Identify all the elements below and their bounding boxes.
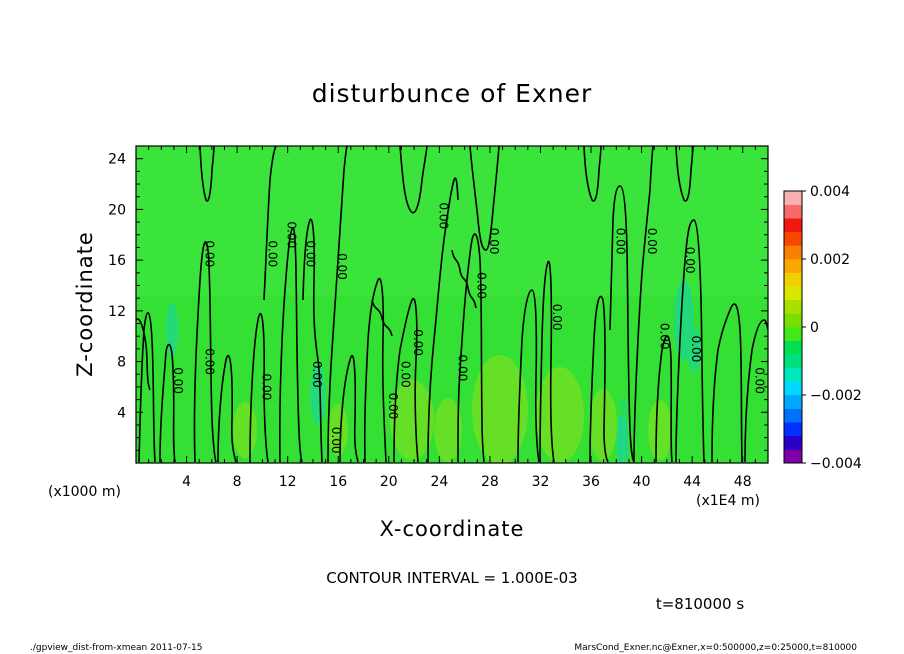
colorbar-tick-label: 0.002: [810, 252, 850, 268]
colorbar-swatch: [784, 435, 802, 450]
time-text: t=810000 s: [656, 595, 744, 613]
contour-labels: 0.00 0.00 0.00 0.00 0.00 0.00 0.00 0.00 0.00 0.00…: [171, 202, 766, 453]
colorbar-swatch: [784, 422, 802, 437]
contour-label: 0.00: [474, 272, 488, 299]
contour-interval-text: CONTOUR INTERVAL = 1.000E-03: [326, 569, 577, 587]
contour-label: 0.00: [386, 393, 400, 420]
contour-label: 0.00: [266, 240, 280, 267]
y-tick-label: 24: [108, 152, 126, 168]
contour-label: 0.00: [689, 336, 703, 363]
contour-label: 0.00: [335, 253, 349, 280]
contour-label: 0.00: [411, 329, 425, 356]
contour-label: 0.00: [398, 361, 412, 388]
contour-label: 0.00: [683, 247, 697, 274]
x-tick-label: 40: [633, 474, 651, 490]
y-axis-label: Z-coordinate: [73, 231, 97, 377]
x-tick-label: 48: [734, 474, 752, 490]
colorbar-swatch: [784, 286, 802, 301]
contour-label: 0.00: [285, 221, 299, 248]
colorbar-swatch: [784, 327, 802, 341]
contour-label: 0.00: [171, 367, 185, 394]
colorbar-swatch: [784, 191, 802, 205]
x-tick-label: 24: [430, 474, 448, 490]
x-axis-unit-right: (x1E4 m): [696, 493, 760, 509]
negative-contour-line: [619, 398, 628, 463]
footer-right: MarsCond_Exner.nc@Exner,x=0:500000,z=0:2…: [574, 643, 857, 653]
colorbar-swatch: [784, 449, 802, 464]
contour-label: 0.00: [329, 427, 343, 454]
plot-area: 0.00 0.00 0.00 0.00 0.00 0.00 0.00 0.00 0.00 0.00…: [135, 145, 769, 464]
colorbar-swatch: [784, 408, 802, 423]
colorbar-swatch: [784, 245, 802, 260]
x-tick-label: 32: [532, 474, 550, 490]
x-tick-label: 12: [279, 474, 297, 490]
contour-label: 0.00: [752, 367, 766, 394]
contour-label: 0.00: [203, 240, 217, 267]
colorbar-swatch: [784, 354, 802, 369]
contour-label: 0.00: [550, 304, 564, 331]
contour-label: 0.00: [658, 323, 672, 350]
y-tick-label: 12: [108, 304, 126, 320]
contour-label: 0.00: [455, 355, 469, 382]
colorbar-swatch: [784, 218, 802, 233]
colorbar-swatch: [784, 367, 802, 382]
colorbar-swatch: [784, 231, 802, 246]
colorbar: 0.004 0.002 0 −0.002 −0.004: [783, 184, 862, 472]
contour-lines: [136, 146, 768, 463]
y-axis: 4 8 12 16 20 24: [108, 152, 768, 451]
colorbar-swatch: [784, 299, 802, 314]
footer-left: ./gpview_dist-from-xmean 2011-07-15: [30, 643, 202, 653]
contour-label: 0.00: [304, 240, 318, 267]
y-tick-label: 8: [117, 355, 126, 371]
colorbar-tick-label: −0.004: [810, 456, 862, 472]
x-axis: 4 8 12 16 20 24 28 32 36 40 44 48: [148, 146, 756, 490]
chart-title: disturbunce of Exner: [312, 79, 593, 108]
contour-label: 0.00: [645, 228, 659, 255]
x-axis-unit-left: (x1000 m): [48, 484, 121, 500]
colorbar-tick-label: 0: [810, 320, 819, 336]
colorbar-swatch: [784, 313, 802, 328]
x-tick-label: 28: [481, 474, 499, 490]
field-upper-band: [136, 146, 768, 296]
contour-label: 0.00: [487, 228, 501, 255]
x-tick-label: 36: [582, 474, 600, 490]
contour-label: 0.00: [436, 202, 450, 229]
y-tick-label: 16: [108, 253, 126, 269]
x-tick-label: 44: [683, 474, 701, 490]
x-tick-label: 4: [182, 474, 191, 490]
y-tick-label: 20: [108, 202, 126, 218]
y-tick-label: 4: [117, 405, 126, 421]
x-tick-label: 16: [329, 474, 347, 490]
contour-label: 0.00: [310, 361, 324, 388]
negative-anomaly-patches: [166, 280, 701, 463]
contour-label: 0.00: [259, 374, 273, 401]
x-tick-label: 20: [380, 474, 398, 490]
colorbar-swatch: [784, 259, 802, 273]
colorbar-tick-label: 0.004: [810, 184, 850, 200]
contour-label: 0.00: [203, 348, 217, 375]
contour-label: 0.00: [613, 228, 627, 255]
colorbar-swatch: [784, 395, 802, 409]
x-axis-label: X-coordinate: [380, 517, 525, 541]
x-tick-label: 8: [233, 474, 242, 490]
colorbar-swatch: [784, 340, 802, 355]
colorbar-tick-label: −0.002: [810, 388, 862, 404]
colorbar-swatch: [784, 381, 802, 396]
colorbar-swatch: [784, 204, 802, 219]
colorbar-swatch: [784, 272, 802, 287]
positive-anomaly-patches: [233, 355, 672, 463]
